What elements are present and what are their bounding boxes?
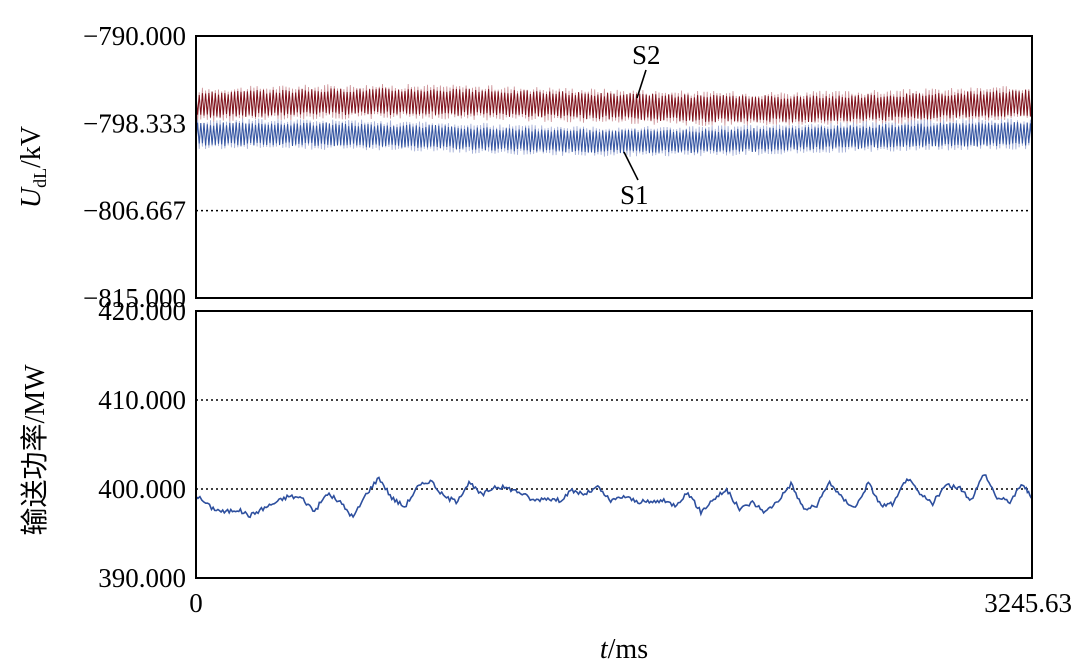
s2-leader-line [636,69,647,99]
power-panel: 420.000 410.000 400.000 390.000 0 3245.63 输送… [19,296,1072,618]
voltage-series-s1-line [195,122,1033,154]
s1-leader-line [623,151,639,181]
s2-series-label: S2 [632,40,661,70]
voltage-series-group [195,83,1033,157]
voltage-y-tick-label-0: −790.000 [83,21,186,51]
power-y-tick-label-3: 390.000 [98,563,186,593]
voltage-panel: −790.000 −798.333 −806.667 −815.000 S2 S1 U… [16,21,1033,313]
voltage-y-tick-label-3: −815.000 [83,283,186,313]
power-y-ticks: 420.000 410.000 400.000 390.000 [98,296,186,593]
power-y-tick-label-2: 400.000 [98,474,186,504]
voltage-plot-frame [195,35,1033,299]
x-axis-label-unit: /ms [608,634,648,665]
power-x-tick-label-1: 3245.63 [984,588,1072,618]
power-series-line [195,474,1033,519]
s1-series-label: S1 [620,180,649,210]
voltage-series-s2-line [195,88,1033,123]
power-y-tick-label-1: 410.000 [98,385,186,415]
voltage-series-s2-envelope [195,83,1033,126]
x-axis-label-symbol: t [600,634,609,665]
voltage-y-tick-label-1: −798.333 [83,108,186,138]
voltage-y-axis-label: UdL/kV [16,126,50,208]
voltage-y-axis-label-unit: /kV [16,126,47,168]
power-series-group [195,474,1033,519]
svg-text:UdL/kV: UdL/kV [16,126,50,208]
voltage-y-ticks: −790.000 −798.333 −806.667 −815.000 [83,21,186,313]
power-y-tick-label-0: 420.000 [98,296,186,326]
power-plot-frame [195,310,1033,579]
voltage-y-axis-label-main: U [16,186,47,208]
x-axis-label: t/ms [600,634,648,665]
voltage-y-tick-label-2: −806.667 [83,196,186,226]
power-x-ticks: 0 3245.63 [189,588,1072,618]
power-x-tick-label-0: 0 [189,588,203,618]
power-reference-lines [196,399,1032,490]
voltage-y-axis-label-sub: dL [30,168,50,188]
power-y-axis-label: 输送功率/MW [19,364,51,536]
